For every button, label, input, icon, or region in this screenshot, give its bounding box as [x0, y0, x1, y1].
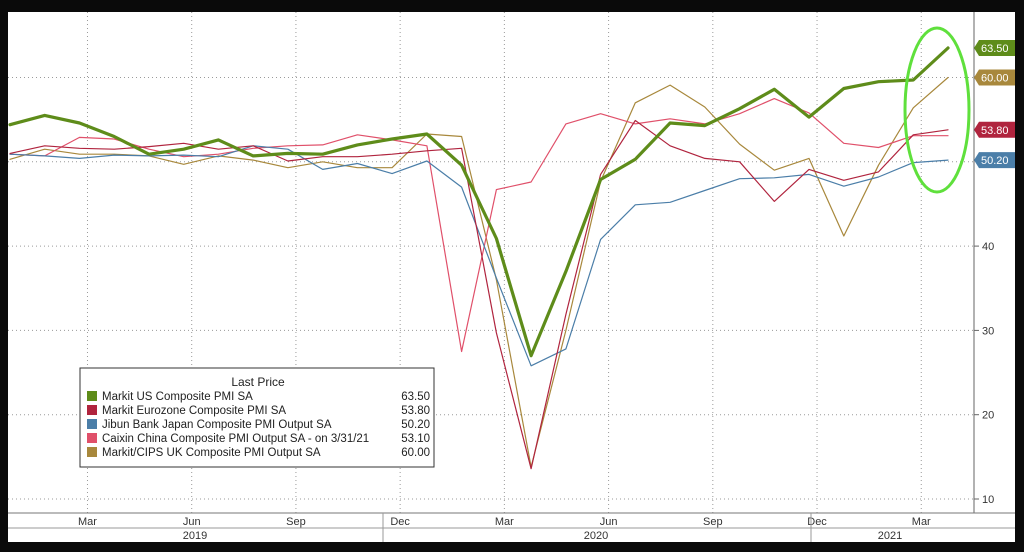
- y-tick-label: 20: [982, 410, 994, 422]
- x-year-label: 2020: [584, 530, 608, 542]
- last-price-label: 53.80: [981, 125, 1009, 137]
- x-tick-label: Jun: [183, 516, 201, 528]
- y-tick-label: 30: [982, 325, 994, 337]
- legend-rows: Markit US Composite PMI SA 63.50 Markit Eu…: [87, 391, 430, 459]
- legend-last-value: 53.10: [401, 433, 430, 445]
- legend-last-value: 50.20: [401, 419, 430, 431]
- x-tick-label: Dec: [807, 516, 827, 528]
- x-year-label: 2021: [878, 530, 902, 542]
- legend-series-name: Markit/CIPS UK Composite PMI Output SA: [102, 447, 321, 459]
- legend-series-name: Caixin China Composite PMI Output SA - o…: [102, 433, 369, 445]
- x-year-label: 2019: [183, 530, 207, 542]
- x-tick-label: Jun: [600, 516, 618, 528]
- x-tick-label: Mar: [912, 516, 931, 528]
- series-line: [8, 46, 950, 358]
- x-tick-label: Sep: [703, 516, 723, 528]
- y-tick-label: 10: [982, 494, 994, 506]
- right-axis-panel: [974, 12, 1015, 513]
- series-layer: [8, 46, 950, 470]
- legend-box: [79, 367, 435, 468]
- legend-swatch: [87, 419, 97, 429]
- legend-last-value: 53.80: [401, 405, 430, 417]
- last-price-tags: 63.50 53.80 50.20 60.00: [974, 39, 1015, 169]
- last-price-tag: [974, 39, 1015, 56]
- legend-swatch: [87, 405, 97, 415]
- series-line: [9, 145, 949, 367]
- x-tick-label: Mar: [495, 516, 514, 528]
- legend-series-name: Markit Eurozone Composite PMI SA: [102, 405, 286, 417]
- last-price-label: 63.50: [981, 43, 1009, 55]
- legend-last-value: 60.00: [401, 447, 430, 459]
- last-price-label: 60.00: [981, 73, 1009, 85]
- series-line: [9, 76, 949, 468]
- series-line: [9, 119, 949, 470]
- axis-layer: 10 20 30 40 Mar Jun Sep Dec Mar Jun Sep Dec Mar 2019 2…: [8, 12, 1015, 542]
- x-tick-label: Sep: [286, 516, 306, 528]
- legend-series-name: Jibun Bank Japan Composite PMI Output SA: [102, 419, 332, 431]
- x-tick-label: Mar: [78, 516, 97, 528]
- legend-series-name: Markit US Composite PMI SA: [102, 391, 253, 403]
- last-price-label: 50.20: [981, 155, 1009, 167]
- last-price-tag: [974, 121, 1015, 138]
- last-price-tag: [974, 152, 1015, 169]
- legend-swatch: [87, 391, 97, 401]
- last-price-tag: [974, 69, 1015, 86]
- legend-last-value: 63.50: [401, 391, 430, 403]
- x-tick-label: Dec: [390, 516, 410, 528]
- highlight-circle: [903, 26, 971, 194]
- legend-title: Last Price: [231, 375, 285, 389]
- legend-swatch: [87, 447, 97, 457]
- legend-swatch: [87, 433, 97, 443]
- legend: Last Price Markit US Composite PMI SA 63.…: [79, 367, 435, 468]
- y-tick-label: 40: [982, 241, 994, 253]
